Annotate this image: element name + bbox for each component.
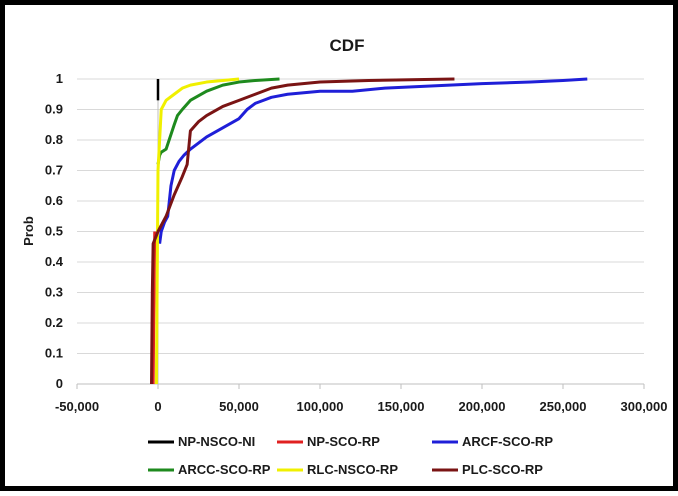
series-line-plc-sco-rp	[150, 77, 455, 385]
y-tick-label: 0.7	[45, 163, 63, 178]
legend-label: NP-NSCO-NI	[178, 434, 255, 449]
x-tick-label: 300,000	[621, 399, 668, 414]
series-lines	[150, 77, 588, 385]
x-tick-label: 50,000	[219, 399, 259, 414]
legend-label: NP-SCO-RP	[307, 434, 380, 449]
x-tick-label: 200,000	[459, 399, 506, 414]
chart-title: CDF	[330, 36, 365, 55]
legend-label: RLC-NSCO-RP	[307, 462, 398, 477]
y-tick-labels: 0 0.1 0.2 0.3 0.4 0.5 0.6 0.7 0.8 0.9 1	[45, 71, 64, 391]
y-tick-label: 0.6	[45, 193, 63, 208]
y-tick-label: 0.4	[45, 254, 64, 269]
y-tick-label: 0.3	[45, 285, 63, 300]
cdf-chart: CDF 0 0.1 0.2 0.3 0.4 0.5 0.6 0.7 0.8 0.9 1 -50,00…	[21, 36, 668, 477]
y-tick-label: 0.9	[45, 102, 63, 117]
y-tick-label: 0.8	[45, 132, 63, 147]
y-axis-label: Prob	[21, 216, 36, 246]
x-tick-label: 250,000	[540, 399, 587, 414]
legend-label: ARCF-SCO-RP	[462, 434, 553, 449]
series-line-rlc-nsco-rp	[154, 77, 240, 385]
y-tick-label: 0.2	[45, 315, 63, 330]
series-line-arcc-sco-rp	[156, 77, 280, 165]
y-tick-label: 0	[56, 376, 63, 391]
y-tick-label: 1	[56, 71, 63, 86]
y-tick-label: 0.1	[45, 346, 63, 361]
x-tick-label: 150,000	[378, 399, 425, 414]
legend: NP-NSCO-NI NP-SCO-RP ARCF-SCO-RP ARCC-SCO-R…	[148, 434, 553, 477]
legend-label: ARCC-SCO-RP	[178, 462, 271, 477]
x-tick-label: 0	[154, 399, 161, 414]
x-tick-labels: -50,000 0 50,000 100,000 150,000 200,000 250,0…	[55, 399, 668, 414]
y-tick-label: 0.5	[45, 224, 63, 239]
series-line-arcf-sco-rp	[158, 77, 588, 244]
x-tick-label: -50,000	[55, 399, 99, 414]
legend-label: PLC-SCO-RP	[462, 462, 543, 477]
x-tick-label: 100,000	[297, 399, 344, 414]
